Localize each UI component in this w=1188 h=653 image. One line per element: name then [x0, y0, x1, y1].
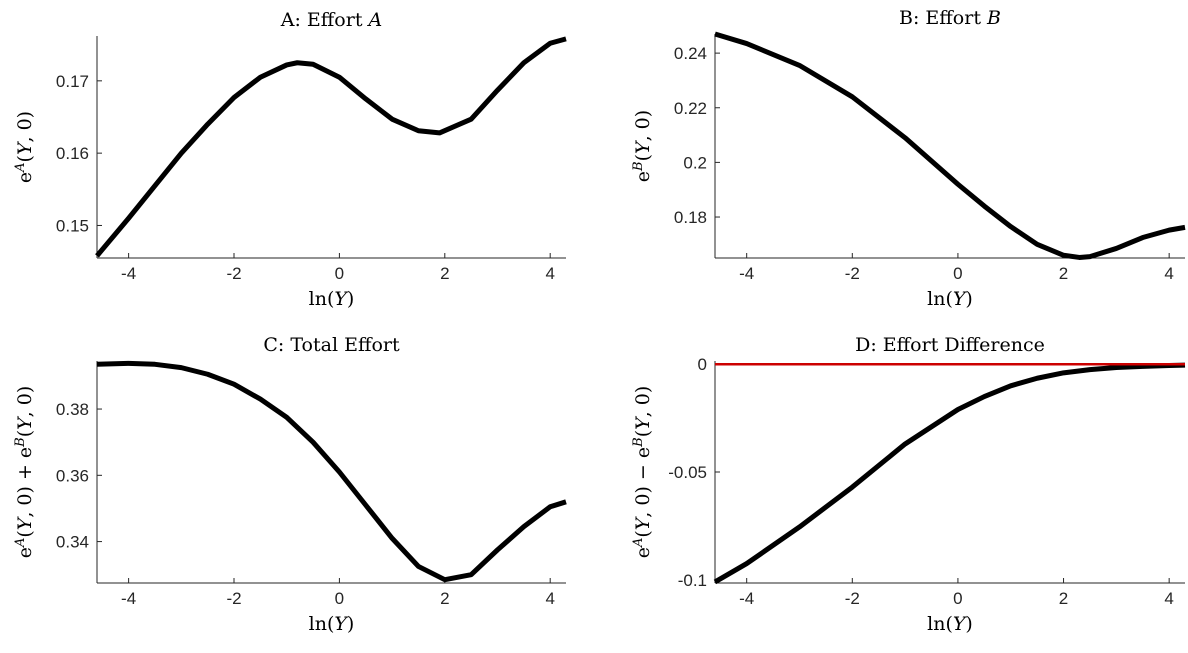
x-tick-label: 4 [1164, 264, 1173, 283]
y-tick-label: 0.22 [674, 99, 707, 118]
y-axis-label: eA(Y, 0) + eB(Y, 0) [13, 386, 37, 559]
x-tick-label: -2 [226, 264, 241, 283]
y-axis-label: eA(Y, 0) − eB(Y, 0) [631, 386, 655, 559]
y-tick-label: 0.16 [56, 144, 89, 163]
x-tick-label: -4 [739, 589, 754, 608]
y-tick-label: -0.05 [668, 463, 707, 482]
x-axis-label: ln(Y) [927, 288, 973, 310]
y-tick-label: 0.17 [56, 72, 89, 91]
x-tick-label: -2 [845, 264, 860, 283]
x-tick-label: -4 [739, 264, 754, 283]
y-tick-label: 0.34 [56, 533, 89, 552]
y-axis-label: eB(Y, 0) [631, 110, 655, 182]
x-tick-label: -2 [845, 589, 860, 608]
x-tick-label: 0 [953, 589, 962, 608]
x-tick-label: 0 [335, 264, 344, 283]
panel-a-title: A: Effort A [280, 9, 382, 31]
y-tick-label: 0.38 [56, 400, 89, 419]
y-tick-label: 0.18 [674, 208, 707, 227]
x-tick-label: 0 [335, 589, 344, 608]
series-line-0 [713, 362, 1186, 585]
y-tick-label: 0 [698, 355, 707, 374]
panel-c: C: Total Effort -4 -2 0 2 4 0.34 0.36 0.38 ln(Y) e… [13, 334, 567, 635]
x-tick-label: 4 [545, 264, 554, 283]
x-tick-label: 4 [1164, 589, 1173, 608]
x-tick-label: 2 [440, 589, 449, 608]
y-tick-label: 0.36 [56, 466, 89, 485]
x-tick-label: 2 [1059, 264, 1068, 283]
x-axis-label: ln(Y) [309, 613, 355, 635]
panel-b: B: Effort B -4 -2 0 2 4 0.18 0.2 0.22 0.24 ln(Y) eB… [631, 7, 1186, 310]
panel-d-title: D: Effort Difference [855, 334, 1045, 356]
x-tick-label: -4 [121, 264, 136, 283]
x-tick-label: 2 [1059, 589, 1068, 608]
series-line-0 [96, 360, 567, 583]
series-line-0 [714, 31, 1186, 260]
panel-b-title: B: Effort B [899, 7, 1001, 29]
x-tick-label: 2 [440, 264, 449, 283]
x-tick-label: 4 [545, 589, 554, 608]
panel-a: A: Effort A -4 -2 0 2 4 0.15 0.16 0.17 ln(Y) eA(Y,… [13, 9, 567, 310]
x-axis-label: ln(Y) [309, 288, 355, 310]
x-tick-label: -2 [226, 589, 241, 608]
y-axis-label: eA(Y, 0) [13, 111, 37, 183]
y-tick-label: 0.15 [56, 216, 89, 235]
y-tick-label: -0.1 [678, 571, 707, 590]
y-tick-label: 0.24 [674, 44, 707, 63]
x-tick-label: 0 [953, 264, 962, 283]
x-axis-label: ln(Y) [927, 613, 973, 635]
y-tick-label: 0.2 [683, 153, 707, 172]
x-tick-label: -4 [121, 589, 136, 608]
series-line-0 [95, 36, 567, 258]
panel-c-title: C: Total Effort [263, 334, 400, 356]
panel-d: D: Effort Difference -4 -2 0 2 4 -0.1 -0.05 0 ln(… [631, 334, 1186, 635]
